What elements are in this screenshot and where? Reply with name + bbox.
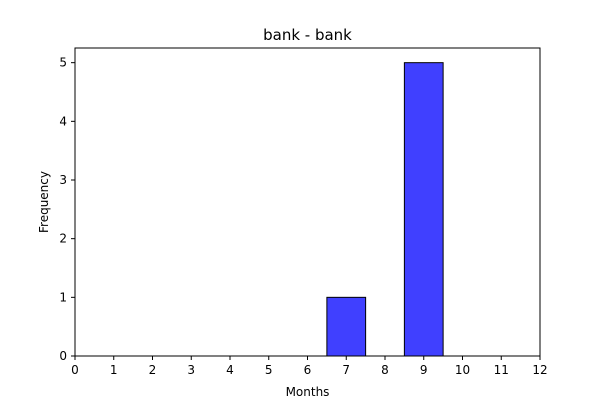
x-tick-label: 1 (110, 363, 118, 377)
chart-title: bank - bank (263, 26, 352, 44)
x-axis-label: Months (286, 385, 330, 399)
x-tick-label: 4 (226, 363, 234, 377)
bars-group (326, 62, 444, 357)
plot-area-frame (74, 47, 541, 357)
x-tick-label: 0 (71, 363, 79, 377)
x-tick-label: 6 (304, 363, 312, 377)
bar-month-9 (403, 62, 444, 357)
x-tick-label: 8 (381, 363, 389, 377)
x-tick-label: 7 (342, 363, 350, 377)
y-tick-label: 0 (59, 349, 67, 363)
x-tick-label: 9 (420, 363, 428, 377)
x-axis-ticks: 0 1 2 3 4 5 6 7 8 9 10 11 12 (71, 356, 548, 377)
x-tick-label: 11 (494, 363, 509, 377)
y-axis-label: Frequency (37, 171, 51, 233)
y-tick-label: 4 (59, 114, 67, 128)
y-tick-label: 1 (59, 290, 67, 304)
x-tick-label: 2 (149, 363, 157, 377)
y-axis-ticks: 0 1 2 3 4 5 (59, 56, 75, 363)
y-tick-label: 3 (59, 173, 67, 187)
x-tick-label: 10 (455, 363, 470, 377)
bar-month-7 (326, 296, 367, 357)
x-tick-label: 12 (532, 363, 547, 377)
y-tick-label: 5 (59, 56, 67, 70)
y-tick-label: 2 (59, 232, 67, 246)
x-tick-label: 5 (265, 363, 273, 377)
x-tick-label: 3 (187, 363, 195, 377)
